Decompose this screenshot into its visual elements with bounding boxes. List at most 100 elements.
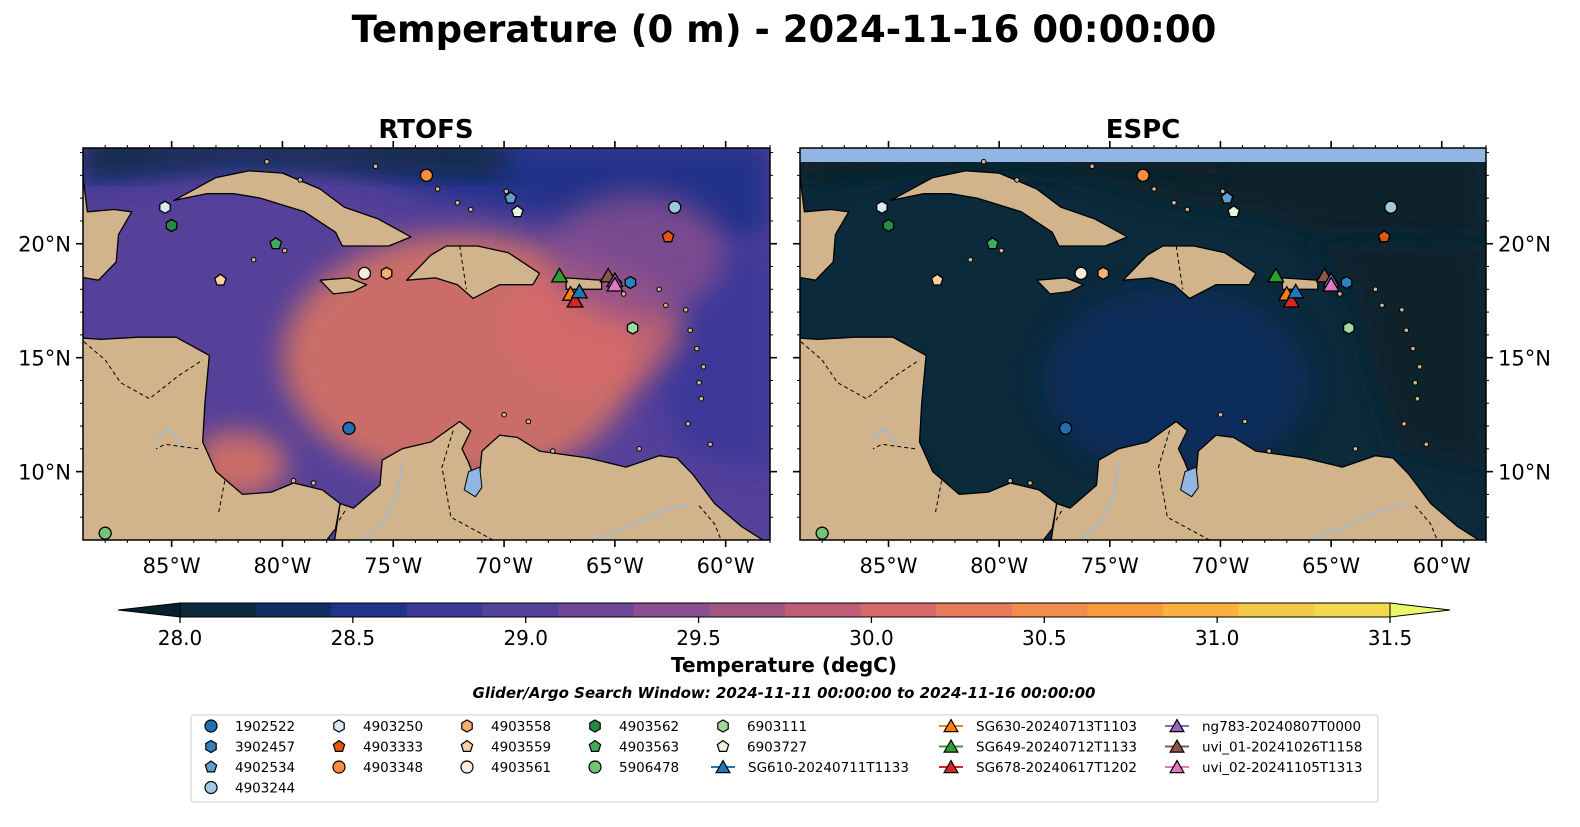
- espc-land-jamaica: [1036, 277, 1084, 295]
- rtofs-platform-4903244: [668, 200, 682, 214]
- espc-no-data-strip: [800, 148, 1486, 162]
- rtofs-platform-4903563: [269, 236, 283, 250]
- espc-island-11: [1217, 411, 1224, 418]
- espc-platform-4902534: [1220, 191, 1234, 204]
- colorbar-frame: [179, 602, 1391, 618]
- colorbar-swatch: [482, 603, 559, 617]
- legend-label-4903561: 4903561: [491, 760, 551, 776]
- legend-label-4903562: 4903562: [619, 719, 679, 735]
- espc-island-20: [1089, 163, 1095, 169]
- legend-label-uvi_01-20241026t1158: uvi_01-20241026T1158: [1202, 740, 1362, 756]
- rtofs-island-16: [434, 186, 441, 192]
- legend-label-uvi_02-20241105t1313: uvi_02-20241105T1313: [1202, 760, 1362, 776]
- rtofs-ytick-label: 15°N: [18, 347, 71, 371]
- legend-marker-4903561: [460, 760, 474, 774]
- espc-island-24: [1352, 446, 1359, 452]
- rtofs-xtick-label: 60°W: [697, 554, 755, 578]
- rtofs-ytick-label: 10°N: [18, 461, 71, 485]
- colorbar-swatch: [1163, 603, 1240, 617]
- espc-platform-4903250: [876, 200, 888, 215]
- espc-land-centralam: [800, 336, 1058, 540]
- colorbar-swatch: [1011, 603, 1089, 617]
- espc-map-frame: [799, 147, 1487, 541]
- espc-island-22: [1014, 177, 1020, 183]
- espc-border-5: [1414, 505, 1438, 540]
- colorbar-over-arrow: [1389, 602, 1451, 618]
- espc-xtick-label: 65°W: [1302, 554, 1360, 578]
- rtofs-island-25: [310, 480, 317, 486]
- colorbar-tick-label: 28.5: [331, 626, 376, 650]
- espc-panel-title: ESPC: [1106, 115, 1181, 145]
- colorbar-swatch: [255, 603, 332, 617]
- colorbar-tick-label: 31.0: [1195, 626, 1240, 650]
- espc-platform-sg649-20240712t1133: [1266, 267, 1285, 283]
- legend-marker-3902457: [205, 739, 217, 754]
- rtofs-land-jamaica: [319, 277, 368, 295]
- espc-island-7: [1414, 395, 1421, 402]
- espc-xtick-label: 60°W: [1413, 554, 1471, 578]
- espc-island-1: [1410, 345, 1416, 352]
- rtofs-land-southam: [333, 420, 764, 540]
- legend-marker-ng783-20240807t0000: [1169, 718, 1185, 733]
- rtofs-platform-4903250: [159, 200, 171, 215]
- espc-platform-4903244: [1384, 200, 1398, 214]
- rtofs-xtick-label: 80°W: [253, 554, 311, 578]
- espc-platform-4903558: [1097, 266, 1110, 281]
- legend-label-1902522: 1902522: [235, 719, 295, 735]
- legend-marker-4902534: [204, 760, 218, 773]
- rtofs-island-22: [297, 177, 304, 183]
- espc-river-2: [872, 427, 899, 445]
- espc-island-6: [1412, 379, 1418, 386]
- colorbar-swatch: [331, 603, 408, 617]
- espc-platform-4903562: [882, 218, 895, 233]
- espc-border-6: [1175, 245, 1184, 290]
- colorbar-swatch: [1087, 603, 1164, 617]
- colorbar-tick-label: 30.0: [849, 626, 894, 650]
- legend-label-sg610-20240711t1133: SG610-20240711T1133: [748, 760, 909, 776]
- rtofs-platform-4903348: [419, 168, 434, 182]
- legend-label-5906478: 5906478: [619, 760, 679, 776]
- rtofs-island-26: [290, 477, 297, 484]
- legend-marker-1902522: [204, 719, 218, 733]
- rtofs-land-puertorico: [565, 277, 603, 290]
- rtofs-axes: 85°W 80°W 75°W 70°W 65°W 60°W 20°N 15°N 10°N: [18, 141, 777, 578]
- rtofs-land-cuba: [173, 170, 412, 247]
- espc-platform-4903348: [1136, 168, 1150, 182]
- espc-island-26: [1007, 477, 1014, 484]
- espc-map-area: [800, 148, 1486, 540]
- rtofs-border-5: [698, 505, 722, 540]
- espc-island-15: [1337, 291, 1343, 297]
- rtofs-platform-5906478: [98, 526, 112, 540]
- espc-land-yucatan: [800, 171, 850, 281]
- espc-ytick-label: 10°N: [1498, 461, 1551, 485]
- rtofs-map-frame: [82, 147, 771, 541]
- espc-platform-4903559: [930, 273, 944, 286]
- rtofs-island-12: [250, 256, 257, 263]
- legend-label-4903244: 4903244: [235, 781, 295, 797]
- legend-label-4903250: 4903250: [363, 719, 423, 735]
- figure-title: Temperature (0 m) - 2024-11-16 00:00:00: [352, 8, 1217, 51]
- rtofs-platform-6903727: [510, 204, 524, 218]
- espc-island-0: [1416, 364, 1423, 370]
- rtofs-island-10: [525, 418, 532, 425]
- rtofs-island-24: [636, 446, 643, 452]
- legend-label-4903348: 4903348: [363, 760, 423, 776]
- legend-frame: [190, 714, 1379, 803]
- legend-marker-sg610-20240711t1133: [715, 759, 731, 774]
- rtofs-xtick-label: 70°W: [475, 554, 533, 578]
- rtofs-xtick-label: 65°W: [586, 554, 644, 578]
- legend-marker-6903111: [717, 719, 729, 733]
- legend-marker-4903348: [332, 760, 346, 774]
- espc-platform-5906478: [815, 526, 829, 540]
- rtofs-island-20: [372, 163, 379, 169]
- rtofs-border-0: [83, 340, 203, 400]
- espc-ytick-label: 15°N: [1498, 347, 1551, 371]
- legend-label-sg678-20240617t1202: SG678-20240617T1202: [976, 760, 1137, 776]
- rtofs-platform-uvi_02-20241105t1313: [605, 276, 624, 292]
- colorbar-under-arrow: [117, 602, 181, 618]
- legend-label-3902457: 3902457: [235, 740, 295, 756]
- legend-marker-4903250: [333, 719, 345, 733]
- rtofs-platform-sg649-20240712t1133: [550, 267, 569, 283]
- colorbar-swatch: [785, 603, 862, 617]
- colorbar-swatch: [1314, 603, 1391, 617]
